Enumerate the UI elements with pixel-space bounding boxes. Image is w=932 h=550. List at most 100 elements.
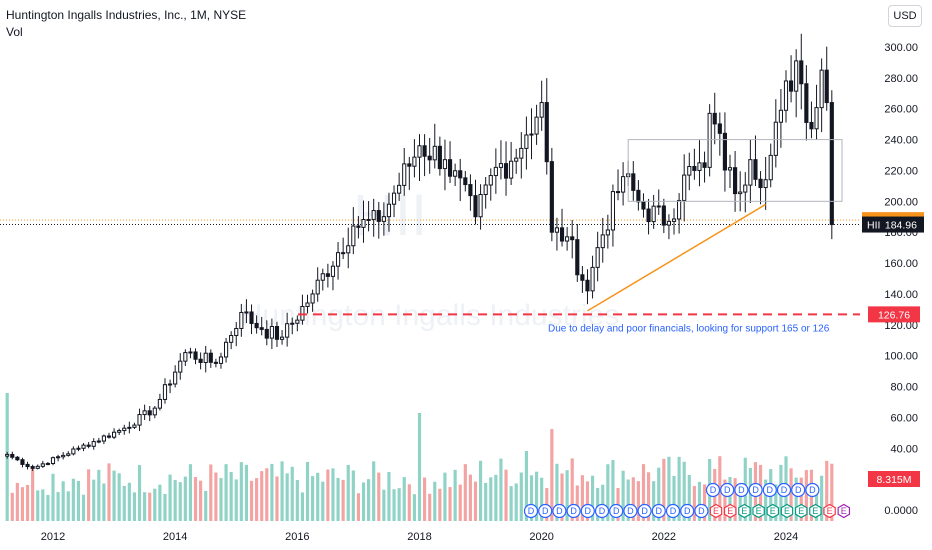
earnings-marker bbox=[823, 503, 836, 519]
volume-bar bbox=[331, 468, 335, 521]
candle-up bbox=[519, 147, 524, 159]
candle-up bbox=[605, 229, 610, 236]
volume-bar bbox=[697, 481, 702, 521]
earnings-marker-letter: E bbox=[727, 506, 733, 516]
volume-bar bbox=[570, 458, 574, 521]
volume-bar bbox=[285, 473, 289, 521]
volume-bar bbox=[311, 476, 315, 521]
volume-bar bbox=[702, 484, 707, 521]
volume-bar bbox=[255, 478, 259, 521]
volume-bar bbox=[102, 483, 106, 521]
candle-down bbox=[15, 456, 20, 461]
dividend-marker bbox=[805, 482, 820, 498]
volume-bar bbox=[428, 493, 432, 521]
volume-bar bbox=[417, 413, 422, 521]
dividend-marker bbox=[791, 482, 806, 498]
candle-down bbox=[20, 459, 25, 465]
candle-down bbox=[712, 112, 717, 125]
drawings[interactable]: Due to delay and poor financials, lookin… bbox=[298, 139, 860, 335]
candle-down bbox=[580, 274, 585, 281]
volume-bar bbox=[580, 475, 584, 521]
dividend-marker bbox=[694, 503, 709, 519]
volume-tag-bg bbox=[868, 471, 920, 487]
time-tick: 2012 bbox=[41, 531, 65, 543]
candle-down bbox=[615, 191, 621, 194]
candle-down bbox=[463, 177, 468, 186]
volume-bar bbox=[468, 474, 472, 521]
dividend-marker bbox=[623, 503, 638, 519]
dividend-marker-letter: D bbox=[627, 506, 634, 516]
candle-down bbox=[106, 435, 112, 438]
currency-button[interactable]: USD bbox=[888, 5, 922, 27]
candle-up bbox=[565, 236, 570, 242]
range-box bbox=[627, 139, 843, 202]
candle-up bbox=[305, 302, 310, 307]
volume-bar bbox=[555, 463, 559, 521]
price-tick: 240.00 bbox=[884, 135, 918, 147]
volume-bar bbox=[204, 490, 208, 521]
candle-down bbox=[86, 444, 91, 447]
event-markers[interactable]: D D D D D D D D D D D D DD D D D D D D DE E E E E E E E E E bbox=[523, 482, 851, 519]
volume-bar bbox=[575, 485, 579, 521]
volume-indicator-label[interactable]: Vol bbox=[6, 25, 23, 39]
candle-down bbox=[692, 165, 697, 171]
volume-bar bbox=[453, 469, 457, 521]
volume-bar bbox=[229, 471, 233, 521]
earnings-marker-letter: E bbox=[812, 506, 818, 516]
earnings-marker-letter: E bbox=[713, 506, 719, 516]
candle-up bbox=[621, 176, 626, 193]
price-tick: 300.00 bbox=[884, 42, 918, 54]
candle-up bbox=[40, 463, 45, 467]
candle-up bbox=[71, 448, 76, 455]
candle-down bbox=[407, 163, 412, 167]
candle-down bbox=[799, 60, 804, 85]
earnings-marker-letter: E bbox=[770, 506, 776, 516]
volume-bar bbox=[611, 460, 615, 521]
price-tick: 40.00 bbox=[890, 443, 918, 455]
volume-bar bbox=[295, 480, 299, 521]
volume-bar bbox=[265, 468, 269, 521]
volume-bar bbox=[193, 477, 198, 521]
volume-bar bbox=[514, 483, 518, 521]
candle-down bbox=[147, 410, 152, 416]
volume-bar bbox=[244, 464, 249, 521]
candle-up bbox=[295, 319, 300, 324]
volume-bar bbox=[494, 474, 498, 521]
candle-up bbox=[91, 441, 96, 447]
volume-bar bbox=[361, 482, 366, 521]
dividend-marker bbox=[705, 482, 721, 498]
candle-down bbox=[264, 328, 269, 339]
volume-bar bbox=[46, 494, 50, 521]
candle-up bbox=[142, 410, 147, 416]
volume-bar bbox=[249, 480, 254, 521]
volume-bar bbox=[830, 463, 834, 521]
time-tick: 2016 bbox=[285, 531, 309, 543]
volume-bar bbox=[529, 475, 534, 521]
volume-bar bbox=[76, 480, 81, 521]
volume-bar bbox=[423, 477, 427, 521]
volume-bar bbox=[31, 468, 35, 521]
volume-bar bbox=[799, 477, 803, 521]
volume-bar bbox=[260, 471, 264, 521]
volume-bar bbox=[387, 471, 391, 521]
dividend-marker-letter: D bbox=[613, 506, 620, 516]
candle-up bbox=[402, 163, 407, 186]
volume-bar bbox=[214, 472, 218, 521]
candle-down bbox=[559, 227, 565, 242]
candle-down bbox=[641, 201, 646, 210]
volume-bar bbox=[601, 484, 605, 521]
candle-up bbox=[442, 159, 448, 170]
last-tag-value: 184.96 bbox=[885, 220, 917, 232]
earnings-marker bbox=[837, 503, 851, 519]
volume-bar bbox=[662, 458, 666, 521]
candle-up bbox=[432, 145, 437, 161]
candle-up bbox=[819, 69, 824, 109]
candle-up bbox=[234, 327, 239, 337]
symbol-title[interactable]: Huntington Ingalls Industries, Inc., 1M,… bbox=[6, 8, 247, 22]
volume-tag-value: 8.315M bbox=[876, 474, 911, 486]
candle-down bbox=[422, 145, 427, 157]
candle-up bbox=[162, 384, 168, 400]
candlesticks bbox=[5, 33, 834, 471]
volume-bar bbox=[764, 479, 768, 521]
